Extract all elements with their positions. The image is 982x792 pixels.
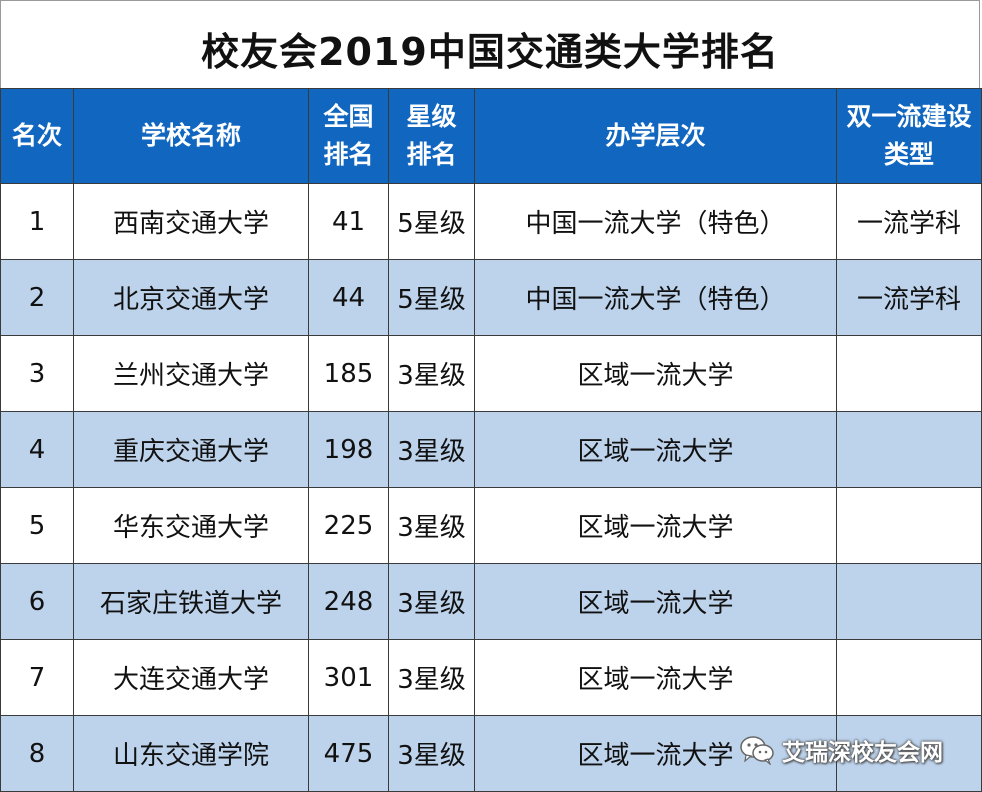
header-school-level: 办学层次 bbox=[474, 88, 837, 184]
cell-rank: 2 bbox=[0, 259, 74, 336]
header-national-rank: 全国排名 bbox=[308, 88, 389, 184]
cell-school-name: 北京交通大学 bbox=[73, 259, 309, 336]
cell-double-first-class bbox=[836, 639, 982, 716]
cell-star-rank: 5星级 bbox=[388, 183, 475, 260]
cell-national-rank: 248 bbox=[308, 563, 389, 640]
cell-rank: 4 bbox=[0, 411, 74, 488]
cell-double-first-class bbox=[836, 411, 982, 488]
cell-school-level: 区域一流大学 bbox=[474, 411, 837, 488]
cell-school-level: 区域一流大学 bbox=[474, 563, 837, 640]
cell-rank: 5 bbox=[0, 487, 74, 564]
table-row: 1 西南交通大学 41 5星级 中国一流大学（特色） 一流学科 bbox=[0, 183, 982, 260]
cell-double-first-class: 一流学科 bbox=[836, 183, 982, 260]
table-row: 4 重庆交通大学 198 3星级 区域一流大学 bbox=[0, 411, 982, 488]
cell-school-level: 中国一流大学（特色） bbox=[474, 259, 837, 336]
header-star-rank-label: 星级排名 bbox=[406, 102, 457, 169]
cell-star-rank: 3星级 bbox=[388, 335, 475, 412]
cell-school-name: 西南交通大学 bbox=[73, 183, 309, 260]
table-row: 8 山东交通学院 475 3星级 区域一流大学 bbox=[0, 715, 982, 792]
cell-school-name: 大连交通大学 bbox=[73, 639, 309, 716]
header-double-first-class: 双一流建设类型 bbox=[836, 88, 982, 184]
cell-rank: 7 bbox=[0, 639, 74, 716]
cell-school-name: 重庆交通大学 bbox=[73, 411, 309, 488]
cell-school-level: 区域一流大学 bbox=[474, 715, 837, 792]
table-row: 3 兰州交通大学 185 3星级 区域一流大学 bbox=[0, 335, 982, 412]
cell-school-level: 区域一流大学 bbox=[474, 487, 837, 564]
wechat-icon bbox=[740, 735, 774, 766]
watermark: 艾瑞深校友会网 bbox=[740, 730, 943, 770]
header-rank: 名次 bbox=[0, 88, 74, 184]
cell-school-name: 华东交通大学 bbox=[73, 487, 309, 564]
cell-national-rank: 301 bbox=[308, 639, 389, 716]
header-star-rank: 星级排名 bbox=[388, 88, 475, 184]
cell-national-rank: 41 bbox=[308, 183, 389, 260]
header-school-name: 学校名称 bbox=[73, 88, 309, 184]
cell-school-name: 石家庄铁道大学 bbox=[73, 563, 309, 640]
cell-star-rank: 3星级 bbox=[388, 639, 475, 716]
cell-school-name: 山东交通学院 bbox=[73, 715, 309, 792]
cell-star-rank: 3星级 bbox=[388, 411, 475, 488]
table-header-row: 名次 学校名称 全国排名 星级排名 办学层次 双一流建设类型 bbox=[0, 88, 982, 184]
cell-rank: 6 bbox=[0, 563, 74, 640]
cell-rank: 1 bbox=[0, 183, 74, 260]
cell-national-rank: 225 bbox=[308, 487, 389, 564]
cell-double-first-class bbox=[836, 563, 982, 640]
table-row: 2 北京交通大学 44 5星级 中国一流大学（特色） 一流学科 bbox=[0, 259, 982, 336]
cell-national-rank: 44 bbox=[308, 259, 389, 336]
cell-star-rank: 3星级 bbox=[388, 487, 475, 564]
cell-school-level: 区域一流大学 bbox=[474, 639, 837, 716]
cell-national-rank: 185 bbox=[308, 335, 389, 412]
cell-school-level: 中国一流大学（特色） bbox=[474, 183, 837, 260]
cell-school-level: 区域一流大学 bbox=[474, 335, 837, 412]
ranking-table: 名次 学校名称 全国排名 星级排名 办学层次 双一流建设类型 1 西南交通大学 41… bbox=[0, 88, 982, 792]
cell-national-rank: 198 bbox=[308, 411, 389, 488]
cell-double-first-class: 一流学科 bbox=[836, 259, 982, 336]
table-row: 7 大连交通大学 301 3星级 区域一流大学 bbox=[0, 639, 982, 716]
cell-double-first-class bbox=[836, 715, 982, 792]
cell-double-first-class bbox=[836, 487, 982, 564]
cell-rank: 8 bbox=[0, 715, 74, 792]
cell-school-name: 兰州交通大学 bbox=[73, 335, 309, 412]
cell-star-rank: 5星级 bbox=[388, 259, 475, 336]
header-double-first-class-label: 双一流建设类型 bbox=[846, 102, 972, 169]
header-national-rank-label: 全国排名 bbox=[323, 102, 374, 169]
cell-star-rank: 3星级 bbox=[388, 563, 475, 640]
cell-star-rank: 3星级 bbox=[388, 715, 475, 792]
cell-double-first-class bbox=[836, 335, 982, 412]
cell-rank: 3 bbox=[0, 335, 74, 412]
cell-national-rank: 475 bbox=[308, 715, 389, 792]
page-title: 校友会2019中国交通类大学排名 bbox=[0, 0, 980, 88]
table-row: 5 华东交通大学 225 3星级 区域一流大学 bbox=[0, 487, 982, 564]
table-body: 1 西南交通大学 41 5星级 中国一流大学（特色） 一流学科 2 北京交通大学 44 5星级 中国… bbox=[0, 183, 982, 792]
table-row: 6 石家庄铁道大学 248 3星级 区域一流大学 bbox=[0, 563, 982, 640]
watermark-text: 艾瑞深校友会网 bbox=[782, 740, 943, 766]
